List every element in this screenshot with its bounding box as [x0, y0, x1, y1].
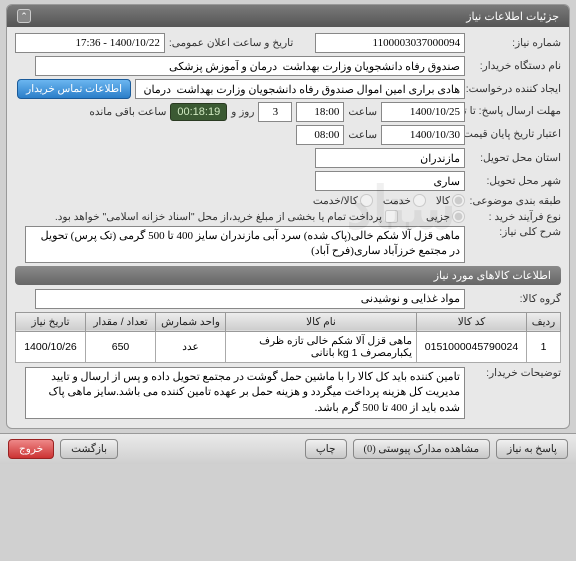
buyer-field	[35, 56, 465, 76]
countdown-timer: 00:18:19	[170, 103, 227, 121]
col-date: تاریخ نیاز	[16, 312, 86, 331]
purchase-type-label: نوع فرآیند خرید :	[469, 211, 561, 223]
contact-info-button[interactable]: اطلاعات تماس خریدار	[17, 79, 131, 99]
need-no-field	[315, 33, 465, 53]
hour-label-1: ساعت	[348, 106, 377, 118]
need-no-label: شماره نیاز:	[469, 37, 561, 49]
items-sub-header: اطلاعات کالاهای مورد نیاز	[15, 266, 561, 285]
announce-field	[15, 33, 165, 53]
price-validity-label: اعتبار تاریخ پایان قیمت تا تاریخ:	[469, 129, 561, 141]
radio-partial[interactable]: جزیی	[426, 210, 465, 223]
cell-code: 0151000045790024	[417, 331, 527, 362]
panel-header: جزئیات اطلاعات نیاز ⌃	[7, 5, 569, 27]
cell-unit: عدد	[156, 331, 226, 362]
days-field	[258, 102, 292, 122]
back-button[interactable]: بازگشت	[60, 439, 118, 459]
reply-deadline-label: مهلت ارسال پاسخ: تا تاریخ:	[469, 106, 561, 118]
creator-field	[135, 79, 465, 99]
radio-service[interactable]: خدمت	[383, 194, 426, 207]
need-desc-label: شرح کلی نیاز:	[469, 226, 561, 238]
col-code: کد کالا	[417, 312, 527, 331]
creator-label: ایجاد کننده درخواست:	[469, 83, 561, 95]
price-date-field	[381, 125, 465, 145]
table-row[interactable]: 1 0151000045790024 ماهی قزل آلا شکم خالی…	[16, 331, 561, 362]
province-label: استان محل تحویل:	[469, 152, 561, 164]
buyer-notes-field	[25, 367, 465, 419]
col-name: نام کالا	[226, 312, 417, 331]
footer-bar: پاسخ به نیاز مشاهده مدارک پیوستی (0) چاپ…	[0, 433, 576, 464]
treasury-note: پرداخت تمام یا بخشی از مبلغ خرید،از محل …	[55, 210, 398, 223]
cell-date: 1400/10/26	[16, 331, 86, 362]
category-label: طبقه بندی موضوعی:	[469, 195, 561, 207]
reply-hour-field	[296, 102, 344, 122]
attachments-button[interactable]: مشاهده مدارک پیوستی (0)	[353, 439, 491, 459]
cell-idx: 1	[527, 331, 561, 362]
goods-group-label: گروه کالا:	[469, 293, 561, 305]
items-table: ردیف کد کالا نام کالا واحد شمارش تعداد /…	[15, 312, 561, 363]
radio-both[interactable]: کالا/خدمت	[313, 194, 373, 207]
city-field	[315, 171, 465, 191]
category-radios: کالا خدمت کالا/خدمت	[313, 194, 465, 207]
main-panel: جزئیات اطلاعات نیاز ⌃ شماره نیاز: تاریخ …	[6, 4, 570, 429]
collapse-icon[interactable]: ⌃	[17, 9, 31, 23]
remaining-label: ساعت باقی مانده	[89, 106, 166, 118]
table-header-row: ردیف کد کالا نام کالا واحد شمارش تعداد /…	[16, 312, 561, 331]
reply-date-field	[381, 102, 465, 122]
treasury-checkbox	[385, 210, 398, 223]
col-row: ردیف	[527, 312, 561, 331]
respond-button[interactable]: پاسخ به نیاز	[496, 439, 568, 459]
exit-button[interactable]: خروج	[8, 439, 54, 459]
need-desc-field	[25, 226, 465, 263]
panel-title: جزئیات اطلاعات نیاز	[466, 10, 559, 23]
goods-group-field	[35, 289, 465, 309]
radio-goods[interactable]: کالا	[436, 194, 465, 207]
announce-label: تاریخ و ساعت اعلان عمومی:	[169, 37, 293, 49]
cell-name: ماهی قزل آلا شکم خالی تازه ظرف یکبارمصرف…	[226, 331, 417, 362]
buyer-notes-label: توضیحات خریدار:	[469, 367, 561, 379]
buyer-label: نام دستگاه خریدار:	[469, 60, 561, 72]
and-label: روز و	[231, 106, 254, 118]
print-button[interactable]: چاپ	[305, 439, 347, 459]
col-qty: تعداد / مقدار	[86, 312, 156, 331]
city-label: شهر محل تحویل:	[469, 175, 561, 187]
price-hour-field	[296, 125, 344, 145]
province-field	[315, 148, 465, 168]
col-unit: واحد شمارش	[156, 312, 226, 331]
cell-qty: 650	[86, 331, 156, 362]
purchase-type-radios: جزیی	[426, 210, 465, 223]
hour-label-2: ساعت	[348, 129, 377, 141]
